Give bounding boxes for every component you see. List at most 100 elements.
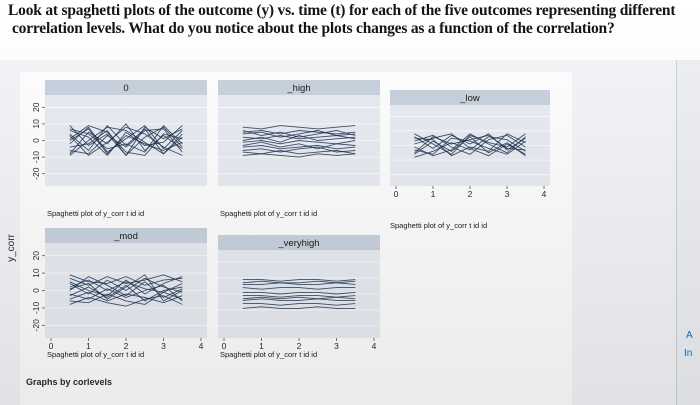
y-tick-label: 10 [31, 268, 41, 278]
series-line-1 [242, 279, 356, 282]
series-line-8 [69, 284, 183, 302]
series-line-7 [414, 133, 526, 157]
series-line-5 [414, 133, 526, 155]
series-line-10 [69, 124, 183, 153]
series-line-4 [69, 124, 183, 153]
x-tick-label: 2 [468, 189, 473, 199]
panel-title: _low [459, 93, 480, 104]
series-line-5 [242, 145, 356, 150]
y-tick-label: 10 [31, 119, 41, 129]
panel-strip [390, 90, 550, 105]
series-line-6 [69, 295, 183, 307]
x-tick-label: 3 [161, 341, 166, 351]
question-text: Look at spaghetti plots of the outcome (… [8, 2, 698, 38]
panel-title: _veryhigh [277, 238, 319, 249]
series-line-3 [242, 287, 356, 290]
series-line-6 [414, 136, 526, 158]
series-line-8 [69, 126, 183, 156]
x-tick-label: 0 [394, 189, 399, 199]
panel-title: _mod [113, 231, 138, 242]
x-tick-label: 2 [297, 341, 302, 351]
panel-caption: Spaghetti plot of y_corr t id id [390, 221, 487, 230]
series-line-6 [242, 298, 356, 301]
series-line-4 [414, 137, 526, 155]
y-tick-label: -10 [31, 151, 41, 164]
x-tick-label: 4 [372, 341, 377, 351]
x-tick-label: 0 [222, 341, 227, 351]
series-line-8 [242, 141, 356, 150]
series-line-7 [242, 130, 356, 138]
graphs-by-note: Graphs by corlevels [26, 377, 112, 387]
panel-strip [218, 235, 380, 250]
x-tick-label: 4 [542, 189, 547, 199]
series-line-10 [242, 146, 356, 153]
series-line-10 [69, 276, 183, 297]
series-line-12 [69, 274, 183, 302]
panel-title: _high [286, 83, 310, 94]
series-line-7 [242, 303, 356, 306]
y-tick-label: 0 [31, 138, 41, 143]
series-line-4 [242, 291, 356, 295]
panel-strip [218, 80, 380, 95]
y-tick-label: 0 [31, 288, 41, 293]
x-tick-label: 2 [124, 341, 129, 351]
x-tick-label: 3 [334, 341, 339, 351]
series-line-8 [414, 133, 526, 157]
series-line-3 [414, 134, 526, 155]
spaghetti-figure: y_corr Graphs by corlevels 0-20-1001020S… [0, 60, 680, 405]
series-line-2 [69, 123, 183, 155]
panel-3: _low 0 1 2 3 4 Spaghetti plot of y_corr t id i… [390, 90, 550, 230]
series-line-9 [69, 126, 183, 156]
series-line-2 [414, 136, 526, 157]
y-axis-label: y_corr [6, 233, 17, 261]
panel-5: _veryhigh 0 1 2 3 4 Spaghetti plot of y_corr t… [218, 235, 380, 359]
series-line-7 [69, 125, 183, 156]
side-glyph-b: In [684, 348, 693, 359]
series-line-9 [242, 280, 356, 284]
series-line-6 [69, 128, 183, 155]
series-line-1 [242, 125, 356, 130]
y-tick-label: -10 [31, 301, 41, 314]
series-line-10 [414, 134, 526, 154]
right-side-panel: A In [676, 60, 700, 405]
series-line-1 [69, 274, 183, 286]
y-tick-label: -20 [31, 167, 41, 180]
series-line-4 [69, 284, 183, 302]
series-line-7 [69, 277, 183, 295]
series-line-8 [242, 306, 356, 309]
y-tick-label: 20 [31, 102, 41, 112]
series-line-9 [414, 133, 526, 157]
series-line-2 [242, 130, 356, 135]
y-tick-label: 20 [31, 251, 41, 261]
panel-caption: Spaghetti plot of y_corr t id id [220, 350, 317, 359]
series-line-5 [69, 125, 183, 157]
series-line-11 [242, 130, 356, 138]
panel-4: _mod -20 -10 0 10 20 0 1 2 3 4 Spaghetti plot of y_… [31, 228, 207, 359]
panel-caption: Spaghetti plot of y_corr t id id [47, 209, 144, 218]
x-tick-label: 1 [86, 341, 91, 351]
series-line-5 [69, 274, 183, 286]
series-line-2 [69, 291, 183, 304]
panel-strip [45, 80, 207, 95]
series-line-11 [69, 126, 183, 157]
series-line-11 [69, 291, 183, 305]
side-glyph-a: A [686, 330, 693, 341]
series-line-12 [242, 153, 356, 158]
panel-caption: Spaghetti plot of y_corr t id id [220, 209, 317, 218]
panel-1: 0 -20 -10 0 10 20 Spaghetti plot of y_corr t i… [31, 80, 207, 218]
panel-strip [45, 228, 207, 243]
x-tick-label: 4 [199, 341, 204, 351]
series-line-1 [414, 133, 526, 151]
series-line-9 [69, 276, 183, 299]
series-line-10 [242, 296, 356, 300]
panel-title: 0 [123, 83, 128, 94]
panel-2: _high Spaghetti plot of y_corr t id id [218, 80, 380, 218]
series-line-12 [69, 128, 183, 155]
x-tick-label: 1 [431, 189, 436, 199]
panel-caption: Spaghetti plot of y_corr t id id [47, 350, 144, 359]
x-tick-label: 0 [49, 341, 54, 351]
question-line-2: correlation levels. What do you notice a… [12, 20, 615, 37]
series-line-9 [242, 135, 356, 143]
x-tick-label: 1 [259, 341, 264, 351]
x-tick-label: 3 [505, 189, 510, 199]
